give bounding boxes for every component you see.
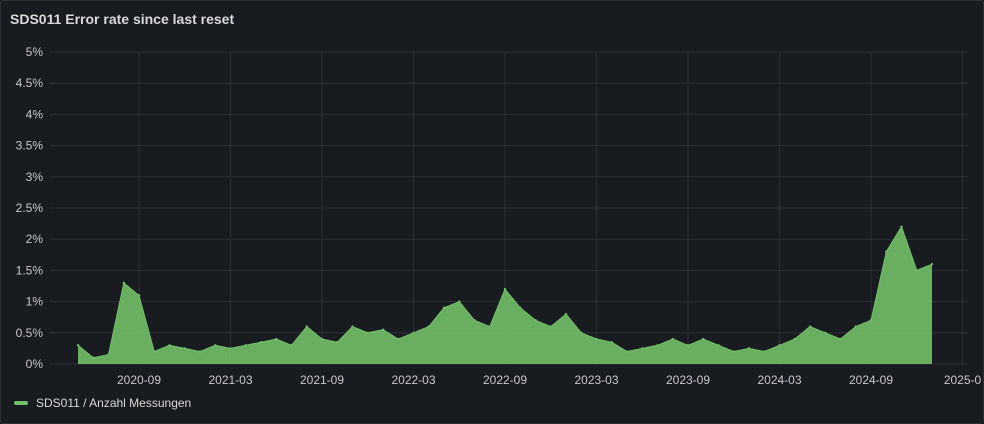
y-tick-label: 4.5%	[16, 76, 44, 90]
data-point	[808, 325, 812, 328]
data-point	[473, 319, 476, 322]
data-point	[869, 319, 873, 322]
data-point	[686, 344, 690, 347]
data-point	[732, 350, 735, 353]
data-point	[412, 331, 415, 334]
series-area	[78, 226, 932, 364]
data-point	[488, 325, 491, 328]
grid-lines	[50, 51, 968, 365]
y-tick-label: 3%	[26, 170, 44, 184]
panel-title: SDS011 Error rate since last reset	[10, 11, 235, 27]
x-tick-label: 2021-03	[208, 373, 252, 387]
data-point	[763, 350, 766, 353]
data-point	[580, 331, 583, 334]
x-tick-label: 2023-03	[574, 373, 618, 387]
data-point	[198, 350, 202, 353]
data-point	[153, 350, 156, 353]
series-group	[76, 225, 934, 364]
data-point	[717, 344, 720, 347]
data-point	[458, 300, 461, 303]
legend[interactable]: SDS011 / Anzahl Messungen	[14, 396, 191, 410]
data-point	[702, 337, 705, 341]
data-point	[534, 319, 537, 322]
data-point	[519, 306, 522, 310]
data-point	[381, 328, 385, 331]
data-point	[610, 340, 613, 344]
data-point	[137, 294, 141, 297]
data-point	[229, 347, 232, 350]
data-point	[366, 331, 369, 334]
y-tick-label: 5%	[26, 45, 44, 59]
x-tick-label: 2024-03	[757, 373, 801, 387]
data-point	[442, 306, 446, 310]
data-point	[275, 337, 278, 341]
y-tick-label: 1.5%	[16, 263, 44, 277]
data-point	[824, 331, 827, 334]
data-point	[793, 337, 796, 341]
x-tick-label: 2023-09	[666, 373, 710, 387]
data-point	[778, 344, 781, 347]
data-point	[915, 269, 918, 272]
x-tick-label: 2022-03	[391, 373, 435, 387]
data-point	[564, 312, 568, 316]
x-tick-label: 2022-09	[483, 373, 527, 387]
x-axis: 2020-09 2021-03 2021-09 2022-03 2022-09 2023-…	[117, 373, 982, 387]
data-point	[168, 344, 171, 347]
y-tick-label: 3.5%	[16, 139, 44, 153]
data-point	[656, 344, 659, 347]
y-tick-label: 0.5%	[16, 326, 44, 340]
y-tick-label: 2%	[26, 232, 44, 246]
data-point	[107, 353, 110, 356]
x-tick-label: 2020-09	[117, 373, 161, 387]
data-point	[930, 262, 934, 266]
data-point	[885, 250, 888, 253]
data-point	[76, 344, 80, 347]
data-point	[244, 344, 247, 347]
y-tick-label: 1%	[26, 295, 44, 309]
data-point	[290, 344, 293, 347]
data-point	[671, 337, 674, 341]
data-point	[259, 340, 263, 344]
data-point	[336, 340, 339, 344]
legend-label: SDS011 / Anzahl Messungen	[36, 396, 192, 410]
data-point	[839, 337, 842, 341]
legend-swatch	[14, 401, 28, 405]
data-point	[595, 337, 598, 341]
data-point	[183, 347, 186, 350]
data-point	[854, 325, 857, 328]
data-point	[549, 325, 552, 328]
data-point	[900, 225, 903, 228]
data-point	[747, 347, 751, 350]
x-tick-label: 2025-0	[944, 373, 982, 387]
y-axis: 0% 0.5% 1% 1.5% 2% 2.5% 3% 3.5% 4% 4.5% 5%	[16, 45, 44, 371]
data-point	[320, 337, 324, 341]
data-point	[305, 325, 308, 328]
y-tick-label: 2.5%	[16, 201, 44, 215]
data-point	[122, 281, 125, 285]
y-tick-label: 4%	[26, 107, 44, 121]
data-point	[92, 356, 95, 359]
data-point	[427, 325, 430, 328]
data-point	[503, 287, 507, 291]
x-tick-label: 2021-09	[300, 373, 344, 387]
data-point	[351, 325, 354, 328]
data-point	[214, 344, 217, 347]
data-point	[625, 350, 629, 353]
y-tick-label: 0%	[26, 357, 44, 371]
data-point	[641, 347, 644, 350]
x-tick-label: 2024-09	[849, 373, 893, 387]
data-point	[397, 337, 400, 341]
